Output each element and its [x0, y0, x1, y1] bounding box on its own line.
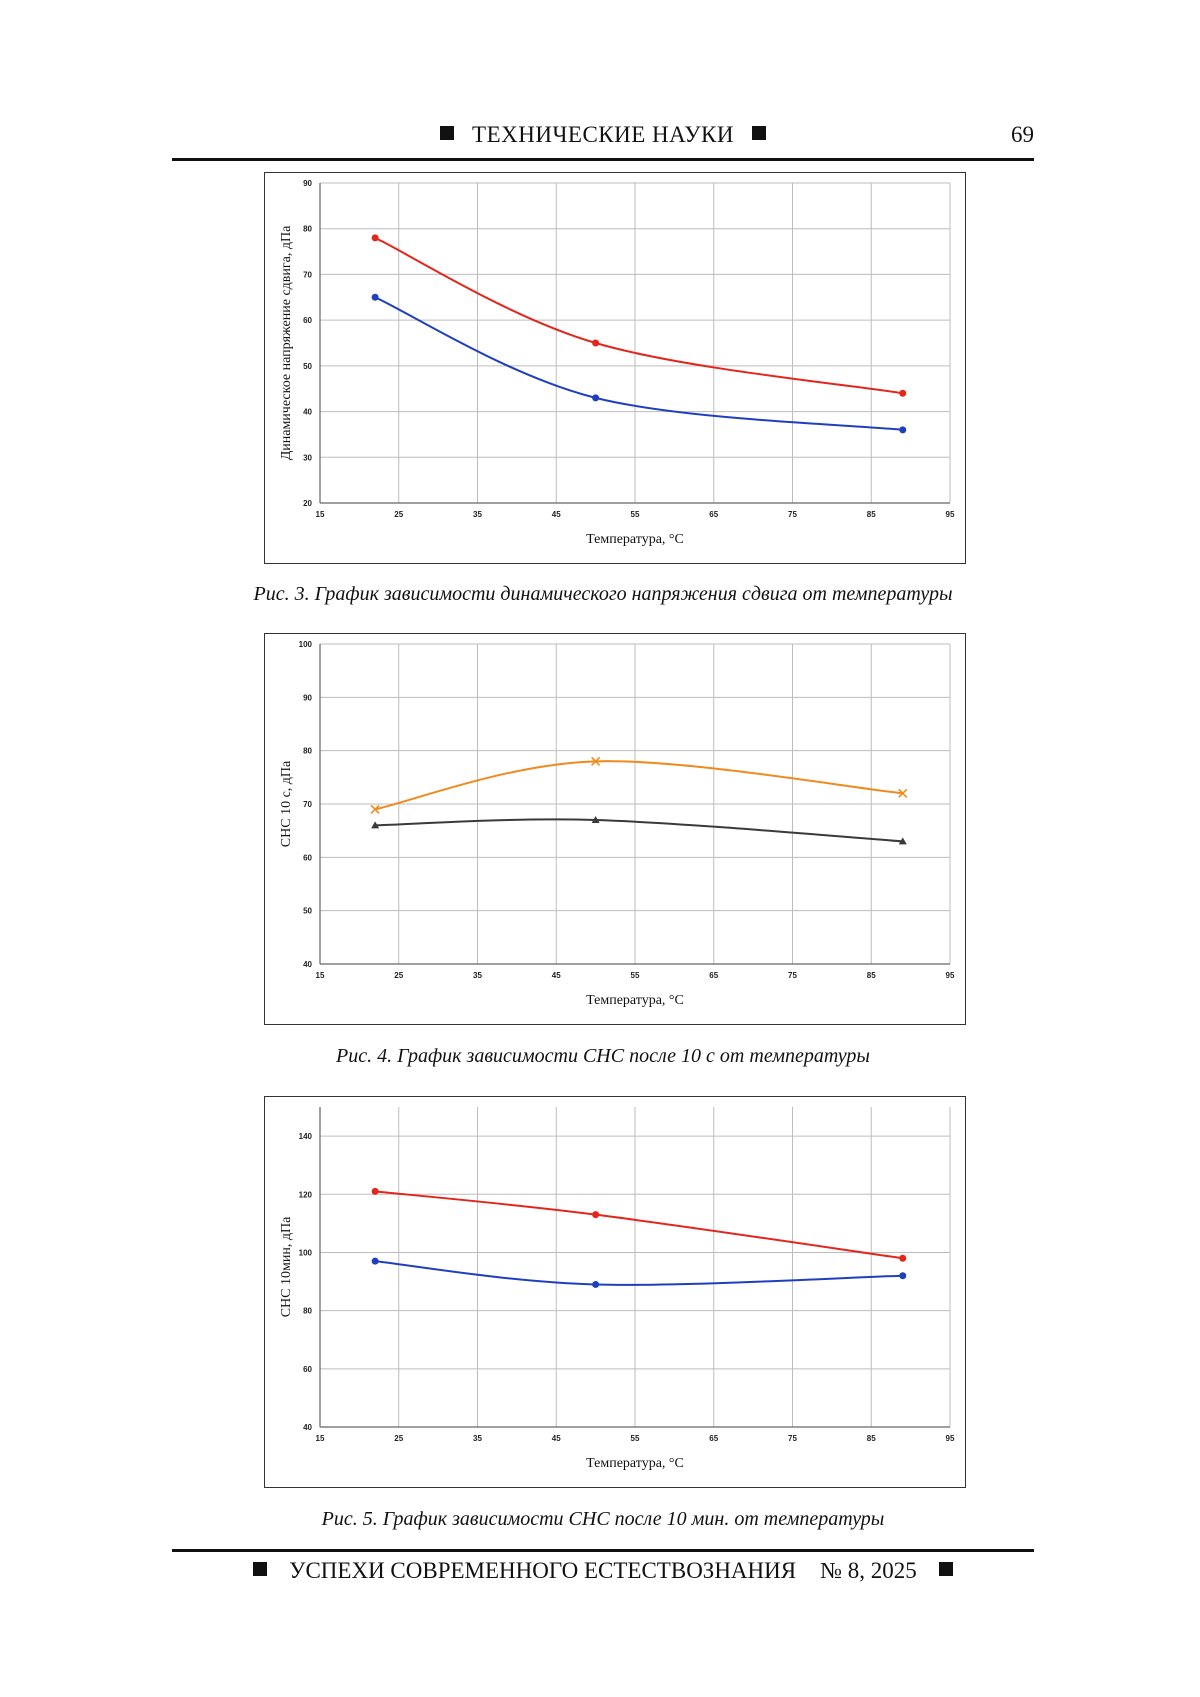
y-tick-label: 50 [303, 362, 312, 371]
square-bullet-icon [752, 126, 766, 140]
y-tick-label: 30 [303, 453, 312, 462]
figure-4-chart: 40 50 60 70 80 90 100 15 25 35 45 55 65 75 85 95 Темпера… [264, 633, 966, 1025]
data-point [372, 234, 379, 241]
y-axis-label: Динамическое напряжение сдвига, дПа [279, 225, 294, 460]
x-tick-label: 95 [946, 971, 955, 980]
square-bullet-icon [939, 1562, 953, 1576]
y-tick-label: 90 [303, 179, 312, 188]
y-tick-label: 140 [299, 1132, 313, 1141]
series-line [375, 297, 903, 430]
y-tick-label: 80 [303, 225, 312, 234]
figure-3-chart: 20 30 40 50 60 70 80 90 15 25 35 45 55 65 75 85 95 Темпер… [264, 172, 966, 564]
x-tick-label: 75 [788, 1434, 797, 1443]
x-tick-label: 45 [552, 1434, 561, 1443]
y-tick-label: 70 [303, 800, 312, 809]
x-tick-label: 55 [631, 971, 640, 980]
x-tick-label: 15 [316, 1434, 325, 1443]
x-axis-label: Температура, °С [586, 993, 684, 1008]
x-tick-label: 85 [867, 1434, 876, 1443]
y-tick-label: 80 [303, 747, 312, 756]
x-tick-label: 35 [473, 971, 482, 980]
data-point [592, 1281, 599, 1288]
y-tick-label: 100 [299, 1248, 313, 1257]
x-tick-label: 25 [394, 510, 403, 519]
x-axis-label: Температура, °С [586, 1456, 684, 1471]
figure-5-chart: 40 60 80 100 120 140 15 25 35 45 55 65 75 85 95 Темпера… [264, 1096, 966, 1488]
y-tick-label: 20 [303, 499, 312, 508]
series-line [375, 1191, 903, 1258]
figure-4-caption: Рис. 4. График зависимости СНС после 10 … [172, 1045, 1034, 1068]
series-line [375, 238, 903, 393]
chart-svg: 20 30 40 50 60 70 80 90 15 25 35 45 55 65 75 85 95 Темпер… [265, 173, 965, 563]
y-axis-label: СНС 10мин, дПа [279, 1216, 294, 1317]
y-tick-label: 60 [303, 1365, 312, 1374]
x-tick-label: 15 [316, 971, 325, 980]
chart-svg: 40 50 60 70 80 90 100 15 25 35 45 55 65 75 85 95 Темпера… [265, 634, 965, 1024]
y-tick-label: 80 [303, 1307, 312, 1316]
figure-5-caption: Рис. 5. График зависимости СНС после 10 … [172, 1508, 1034, 1531]
square-bullet-icon [253, 1562, 267, 1576]
y-tick-label: 40 [303, 960, 312, 969]
x-tick-label: 15 [316, 510, 325, 519]
y-tick-label: 70 [303, 270, 312, 279]
square-bullet-icon [440, 126, 454, 140]
running-header: ТЕХНИЧЕСКИЕ НАУКИ 69 [172, 118, 1034, 161]
y-tick-label: 120 [299, 1190, 313, 1199]
x-tick-label: 95 [946, 1434, 955, 1443]
y-tick-label: 60 [303, 853, 312, 862]
y-axis-label: СНС 10 с, дПа [279, 760, 294, 847]
data-point [592, 394, 599, 401]
data-point [899, 426, 906, 433]
x-tick-label: 75 [788, 971, 797, 980]
y-tick-label: 100 [299, 640, 313, 649]
page-number: 69 [1011, 122, 1034, 148]
y-tick-label: 40 [303, 408, 312, 417]
y-tick-label: 90 [303, 693, 312, 702]
y-tick-label: 50 [303, 907, 312, 916]
data-point [372, 1258, 379, 1265]
x-axis-label: Температура, °С [586, 532, 684, 547]
x-tick-label: 65 [709, 510, 718, 519]
x-tick-label: 75 [788, 510, 797, 519]
chart-svg: 40 60 80 100 120 140 15 25 35 45 55 65 75 85 95 Темпера… [265, 1097, 965, 1487]
y-tick-label: 60 [303, 316, 312, 325]
data-point [372, 1188, 379, 1195]
running-footer: УСПЕХИ СОВРЕМЕННОГО ЕСТЕСТВОЗНАНИЯ № 8, 2… [172, 1549, 1034, 1584]
x-tick-label: 55 [631, 510, 640, 519]
x-tick-label: 55 [631, 1434, 640, 1443]
header-title-line: ТЕХНИЧЕСКИЕ НАУКИ [172, 122, 1034, 148]
y-tick-label: 40 [303, 1423, 312, 1432]
x-tick-label: 45 [552, 971, 561, 980]
series-line [375, 819, 903, 841]
data-point [899, 1255, 906, 1262]
x-tick-label: 35 [473, 1434, 482, 1443]
data-point [899, 390, 906, 397]
footer-journal-name: УСПЕХИ СОВРЕМЕННОГО ЕСТЕСТВОЗНАНИЯ [289, 1558, 796, 1583]
header-section-title: ТЕХНИЧЕСКИЕ НАУКИ [472, 122, 734, 147]
data-point [372, 294, 379, 301]
data-point [899, 1272, 906, 1279]
figure-3-caption: Рис. 3. График зависимости динамического… [172, 583, 1034, 606]
x-tick-label: 25 [394, 971, 403, 980]
x-tick-label: 35 [473, 510, 482, 519]
footer-issue: № 8, 2025 [820, 1558, 917, 1583]
x-tick-label: 45 [552, 510, 561, 519]
x-tick-label: 25 [394, 1434, 403, 1443]
data-point [592, 340, 599, 347]
series-line [375, 761, 903, 809]
x-tick-label: 95 [946, 510, 955, 519]
x-tick-label: 85 [867, 971, 876, 980]
x-tick-label: 85 [867, 510, 876, 519]
data-point [592, 1211, 599, 1218]
x-tick-label: 65 [709, 1434, 718, 1443]
x-tick-label: 65 [709, 971, 718, 980]
series-line [375, 1261, 903, 1285]
